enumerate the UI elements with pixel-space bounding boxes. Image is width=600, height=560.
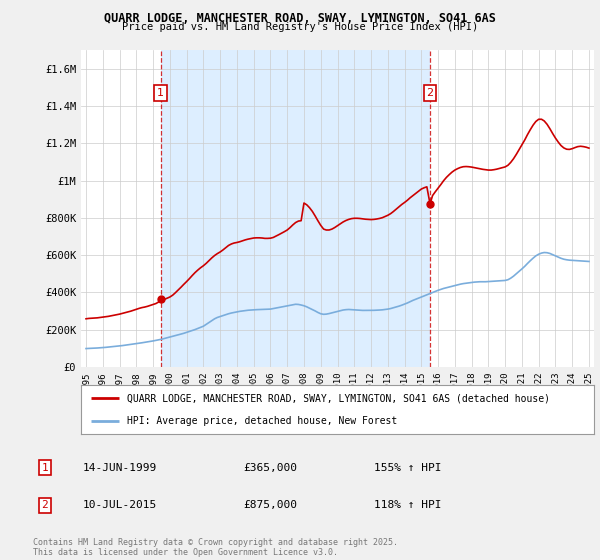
Text: QUARR LODGE, MANCHESTER ROAD, SWAY, LYMINGTON, SO41 6AS: QUARR LODGE, MANCHESTER ROAD, SWAY, LYMI… xyxy=(104,12,496,25)
Text: QUARR LODGE, MANCHESTER ROAD, SWAY, LYMINGTON, SO41 6AS (detached house): QUARR LODGE, MANCHESTER ROAD, SWAY, LYMI… xyxy=(127,393,550,403)
Text: 1: 1 xyxy=(157,88,164,98)
Text: 2: 2 xyxy=(41,500,49,510)
Bar xyxy=(161,50,430,367)
Text: 10-JUL-2015: 10-JUL-2015 xyxy=(83,500,157,510)
Text: 2: 2 xyxy=(427,88,434,98)
Text: 14-JUN-1999: 14-JUN-1999 xyxy=(83,463,157,473)
Text: HPI: Average price, detached house, New Forest: HPI: Average price, detached house, New … xyxy=(127,416,397,426)
Text: 155% ↑ HPI: 155% ↑ HPI xyxy=(374,463,442,473)
Text: Contains HM Land Registry data © Crown copyright and database right 2025.
This d: Contains HM Land Registry data © Crown c… xyxy=(33,538,398,557)
Text: 1: 1 xyxy=(41,463,49,473)
Text: 118% ↑ HPI: 118% ↑ HPI xyxy=(374,500,442,510)
Text: £875,000: £875,000 xyxy=(243,500,297,510)
Text: £365,000: £365,000 xyxy=(243,463,297,473)
Text: Price paid vs. HM Land Registry's House Price Index (HPI): Price paid vs. HM Land Registry's House … xyxy=(122,22,478,32)
